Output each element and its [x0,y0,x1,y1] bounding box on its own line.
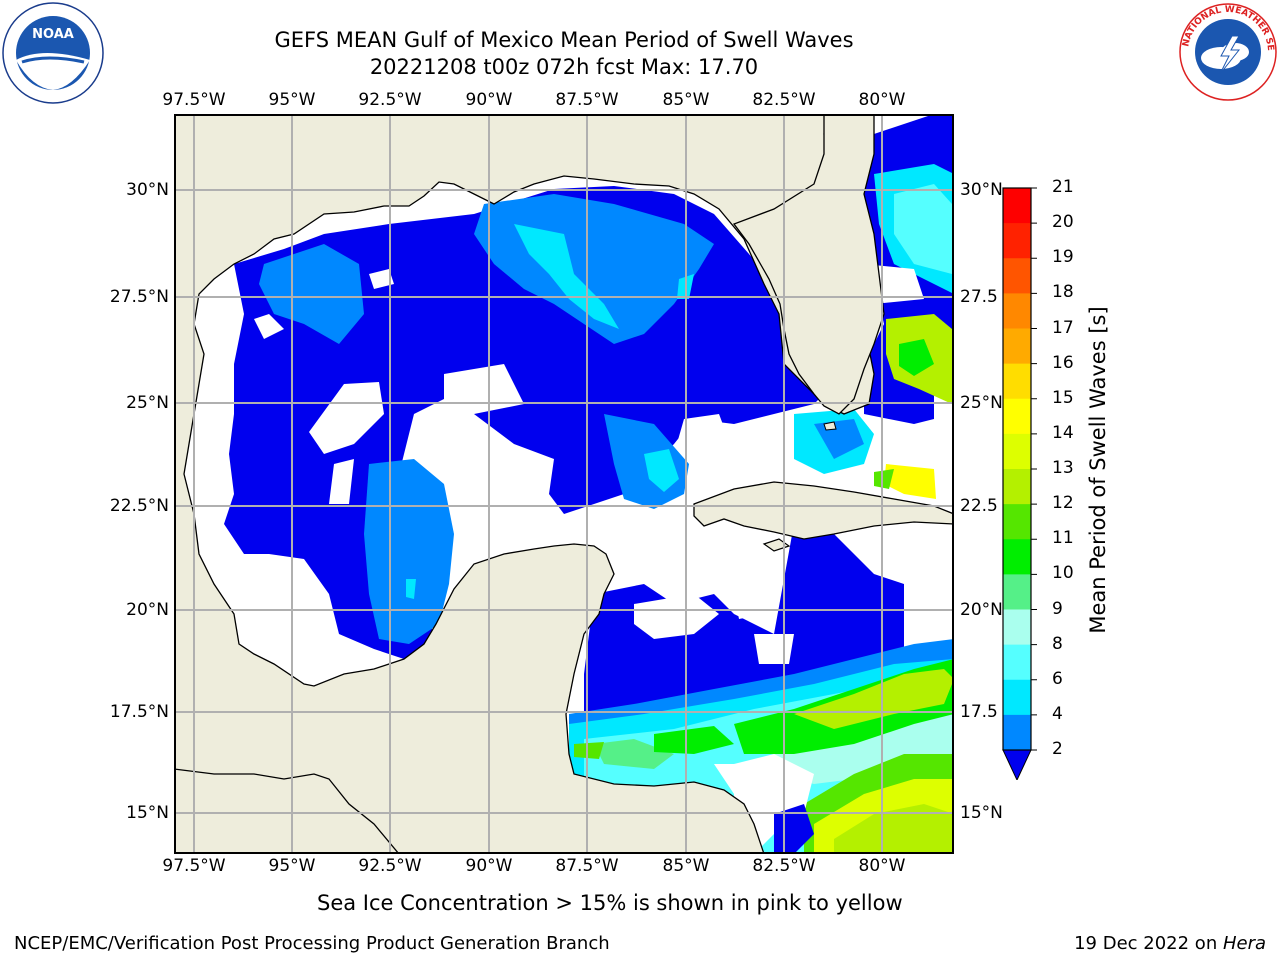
lat-tick-left: 25°N [126,393,169,413]
colorbar-tick-label: 17 [1052,317,1074,338]
lon-tick-bottom: 92.5°W [358,856,422,876]
graticule [174,114,954,854]
lon-tick-bottom: 97.5°W [162,856,226,876]
lon-tick-bottom: 87.5°W [555,856,619,876]
footer-date: 19 Dec 2022 on Hera [1074,933,1266,954]
colorbar-band [1003,539,1031,575]
colorbar-tick-label: 16 [1052,352,1074,373]
lat-tick-left: 27.5°N [109,287,169,307]
nws-logo: NATIONAL WEATHER SERVICE [1174,0,1279,102]
sea-ice-caption: Sea Ice Concentration > 15% is shown in … [317,891,903,915]
lon-tick-top: 95°W [268,90,316,110]
lon-tick-bottom: 85°W [662,856,710,876]
colorbar [1000,180,1050,782]
lon-tick-top: 87.5°W [555,90,619,110]
colorbar-tick-label: 15 [1052,387,1074,408]
colorbar-band [1003,188,1031,224]
map-frame [174,114,954,854]
colorbar-band [1003,328,1031,365]
lon-tick-top: 97.5°W [162,90,226,110]
land-jamaica [762,538,791,552]
colorbar-band [1003,679,1031,716]
colorbar-band [1003,469,1031,505]
chart-subtitle: 20221208 t00z 072h fcst Max: 17.70 [369,55,759,79]
colorbar-band [1003,609,1031,646]
colorbar-band [1003,574,1031,610]
lat-tick-right: 27.5 [960,287,998,307]
colorbar-tick-label: 20 [1052,212,1074,233]
lon-tick-top: 92.5°W [358,90,422,110]
colorbar-tick-label: 6 [1052,668,1063,689]
lat-tick-right: 15°N [960,803,1003,823]
lon-tick-top: 80°W [858,90,906,110]
map-svg [174,114,954,854]
colorbar-band [1003,644,1031,681]
lon-tick-bottom: 95°W [268,856,316,876]
colorbar-band [1003,433,1031,470]
colorbar-tick-label: 13 [1052,458,1074,478]
map-panel [174,114,954,854]
lat-tick-right: 30°N [960,180,1003,200]
colorbar-tick-label: 2 [1052,739,1063,759]
lat-tick-left: 20°N [126,600,169,620]
colorbar-tick-label: 9 [1052,598,1063,619]
colorbar-band [1003,398,1031,435]
lat-tick-right: 20°N [960,600,1003,620]
lat-tick-right: 25°N [960,393,1003,413]
lat-tick-left: 17.5°N [109,702,169,722]
lat-tick-right: 22.5 [960,496,998,516]
lon-tick-bottom: 80°W [858,856,906,876]
colorbar-tick-label: 14 [1052,422,1074,443]
colorbar-band [1003,293,1031,329]
field-caribbean-12s [794,669,954,729]
footer-branch: NCEP/EMC/Verification Post Processing Pr… [14,933,610,954]
colorbar-band [1003,258,1031,294]
lon-tick-top: 82.5°W [752,90,816,110]
colorbar-extend-triangle [1002,749,1032,782]
field-gulf-6s [514,224,619,329]
noaa-logo: NOAA [2,2,104,104]
colorbar-band [1003,714,1031,751]
land-islands [823,421,837,431]
colorbar-band [1003,504,1031,540]
lat-tick-left: 30°N [126,180,169,200]
colorbar-tick-label: 10 [1052,563,1074,584]
chart-title: GEFS MEAN Gulf of Mexico Mean Period of … [274,28,854,52]
lat-tick-right: 17.5 [960,702,998,722]
lon-tick-bottom: 90°W [465,856,513,876]
colorbar-svg [1002,187,1037,782]
lon-tick-top: 90°W [465,90,513,110]
field-gulf-4s-west [259,244,364,344]
noaa-logo-text: NOAA [32,27,74,42]
colorbar-tick-label: 11 [1052,528,1074,549]
colorbar-tick-label: 19 [1052,247,1074,268]
lon-tick-bottom: 82.5°W [752,856,816,876]
land-cuba [693,481,954,540]
colorbar-tick-label: 18 [1052,282,1074,303]
colorbar-label: Mean Period of Swell Waves [s] [1086,306,1110,634]
colorbar-tick-label: 8 [1052,633,1063,654]
lat-tick-left: 15°N [126,803,169,823]
colorbar-band [1003,223,1031,259]
colorbar-tick-label: 21 [1052,177,1074,197]
lon-tick-top: 85°W [662,90,710,110]
colorbar-band [1003,363,1031,400]
colorbar-tick-label: 4 [1052,703,1063,724]
colorbar-tick-label: 12 [1052,493,1074,514]
footer-date-text: 19 Dec 2022 on [1074,933,1223,954]
footer-host: Hera [1222,933,1266,954]
lat-tick-left: 22.5°N [109,496,169,516]
